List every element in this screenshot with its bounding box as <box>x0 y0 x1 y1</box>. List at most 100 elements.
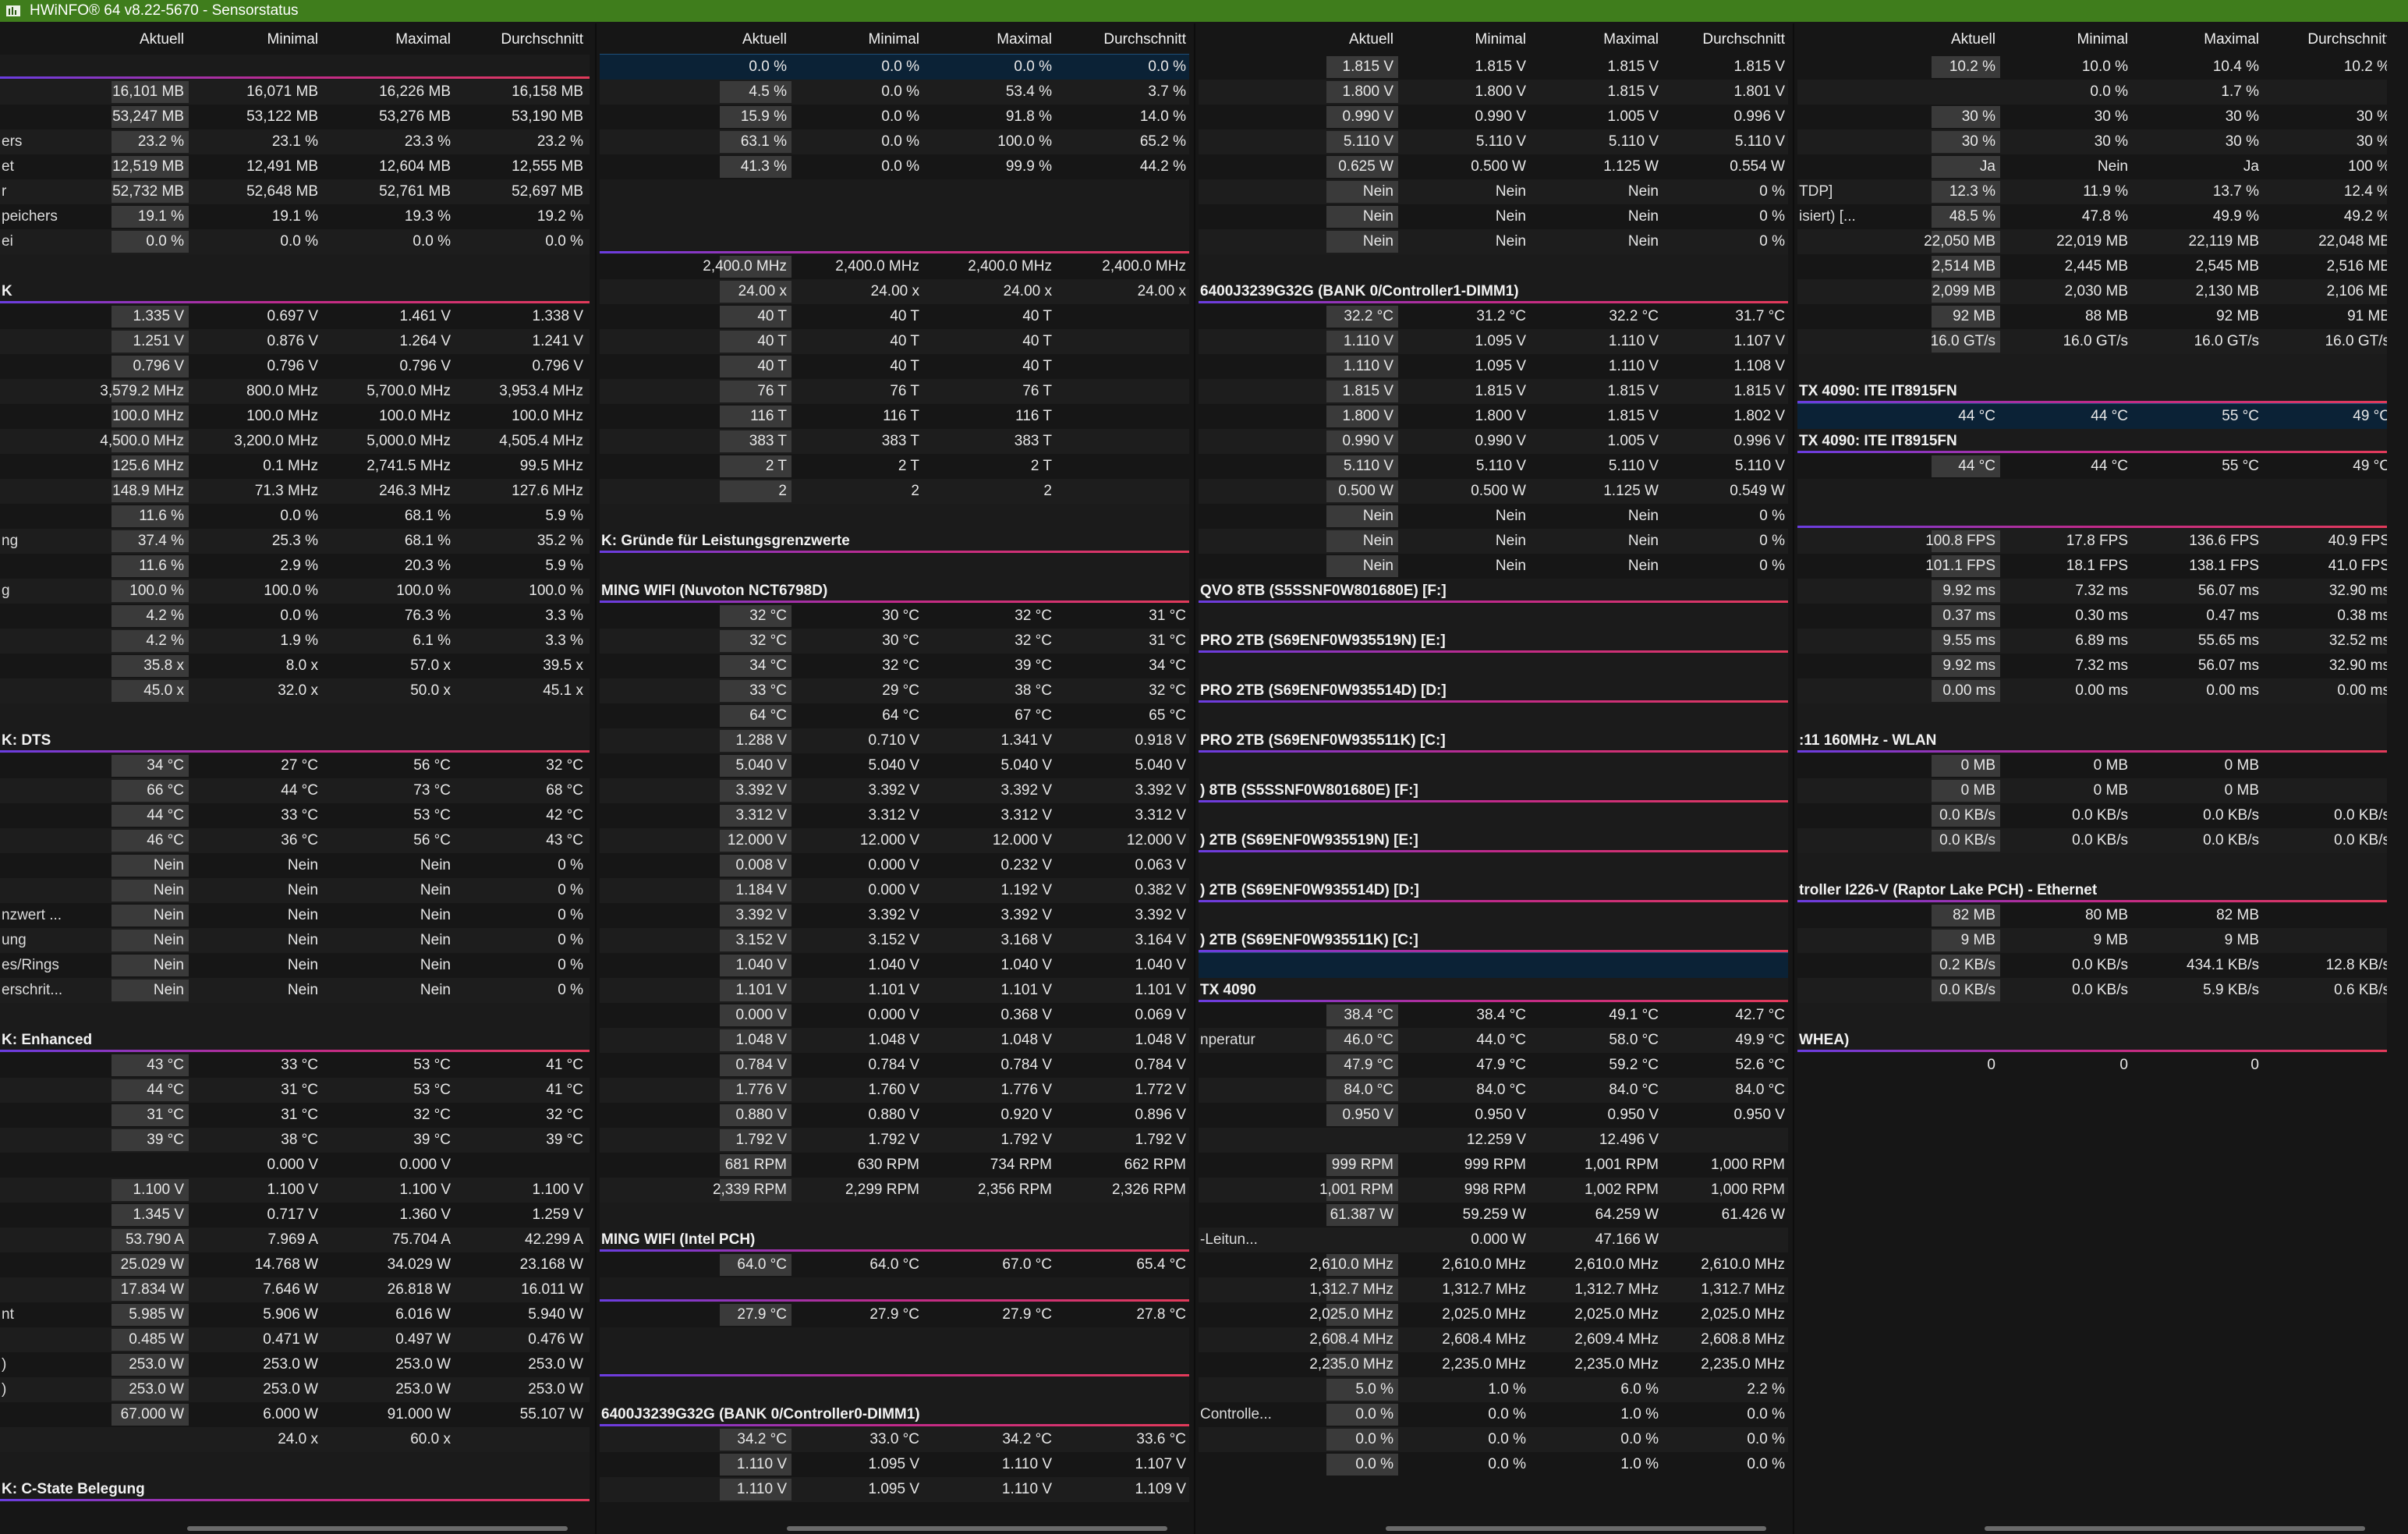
column-header[interactable]: Durchschnitt <box>1103 31 1186 48</box>
sensor-row[interactable]: ei 0.0 % 0.0 % 0.0 % 0.0 % <box>0 229 590 254</box>
sensor-row[interactable]: 4.5 % 0.0 % 53.4 % 3.7 % <box>600 80 1189 105</box>
sensor-group-header[interactable]: K: Enhanced <box>0 1028 590 1053</box>
sensor-row[interactable]: 0.990 V 0.990 V 1.005 V 0.996 V <box>1199 429 1788 454</box>
sensor-row[interactable]: 1.815 V 1.815 V 1.815 V 1.815 V <box>1199 55 1788 80</box>
horizontal-scrollbar-thumb[interactable] <box>1985 1526 2365 1531</box>
column-header[interactable]: Aktuell <box>139 31 184 48</box>
sensor-row[interactable]: 1.800 V 1.800 V 1.815 V 1.802 V <box>1199 404 1788 429</box>
sensor-row[interactable]: 1.815 V 1.815 V 1.815 V 1.815 V <box>1199 379 1788 404</box>
sensor-row[interactable]: 3,579.2 MHz 800.0 MHz 5,700.0 MHz 3,953.4 M… <box>0 379 590 404</box>
sensor-row[interactable]: r 52,732 MB 52,648 MB 52,761 MB 52,697 MB <box>0 179 590 204</box>
sensor-row[interactable]: Nein Nein Nein 0 % <box>1199 204 1788 229</box>
sensor-panel[interactable]: Aktuell Minimal Maximal Durchschnitt 1.815 V… <box>1199 23 1788 1521</box>
horizontal-scrollbar-thumb[interactable] <box>187 1526 568 1531</box>
sensor-row[interactable]: 1.110 V 1.095 V 1.110 V 1.109 V <box>600 1477 1189 1502</box>
panel-divider[interactable] <box>1194 23 1195 1534</box>
sensor-row[interactable]: ung Nein Nein Nein 0 % <box>0 928 590 953</box>
sensor-row[interactable]: 22,050 MB 22,019 MB 22,119 MB 22,048 MB <box>1797 229 2387 254</box>
sensor-row[interactable]: ) 253.0 W 253.0 W 253.0 W 253.0 W <box>0 1352 590 1377</box>
sensor-row[interactable]: 100.0 MHz 100.0 MHz 100.0 MHz 100.0 MHz <box>0 404 590 429</box>
sensor-row[interactable]: 0 MB 0 MB 0 MB <box>1797 753 2387 778</box>
sensor-row[interactable]: 1.100 V 1.100 V 1.100 V 1.100 V <box>0 1178 590 1203</box>
sensor-group-header[interactable]: MING WIFI (Nuvoton NCT6798D) <box>600 579 1189 604</box>
sensor-row[interactable]: 34 °C 27 °C 56 °C 32 °C <box>0 753 590 778</box>
column-header[interactable]: Minimal <box>2077 31 2128 48</box>
sensor-row[interactable]: 0.625 W 0.500 W 1.125 W 0.554 W <box>1199 154 1788 179</box>
sensor-row[interactable]: 16,101 MB 16,071 MB 16,226 MB 16,158 MB <box>0 80 590 105</box>
sensor-row[interactable]: 2,099 MB 2,030 MB 2,130 MB 2,106 MB <box>1797 279 2387 304</box>
sensor-row[interactable]: 4.2 % 0.0 % 76.3 % 3.3 % <box>0 604 590 629</box>
sensor-group-header[interactable]: TX 4090: ITE IT8915FN <box>1797 379 2387 404</box>
sensor-row[interactable]: 1.776 V 1.760 V 1.776 V 1.772 V <box>600 1078 1189 1103</box>
sensor-row[interactable]: 0.784 V 0.784 V 0.784 V 0.784 V <box>600 1053 1189 1078</box>
column-header[interactable]: Maximal <box>395 31 451 48</box>
sensor-row[interactable]: et 12,519 MB 12,491 MB 12,604 MB 12,555 MB <box>0 154 590 179</box>
sensor-row[interactable]: 15.9 % 0.0 % 91.8 % 14.0 % <box>600 105 1189 129</box>
sensor-row[interactable]: 2 T 2 T 2 T <box>600 454 1189 479</box>
sensor-row[interactable]: nt 5.985 W 5.906 W 6.016 W 5.940 W <box>0 1302 590 1327</box>
sensor-group-header[interactable]: QVO 8TB (S5SSNF0W801680E) [F:] <box>1199 579 1788 604</box>
sensor-row[interactable]: 1.110 V 1.095 V 1.110 V 1.107 V <box>600 1452 1189 1477</box>
sensor-row[interactable]: 0.0 KB/s 0.0 KB/s 0.0 KB/s 0.0 KB/s <box>1797 803 2387 828</box>
sensor-row[interactable]: Nein Nein Nein 0 % <box>1199 554 1788 579</box>
column-header[interactable]: Minimal <box>267 31 318 48</box>
sensor-row[interactable]: 24.0 x 60.0 x <box>0 1427 590 1452</box>
sensor-row[interactable]: 30 % 30 % 30 % 30 % <box>1797 129 2387 154</box>
sensor-row[interactable]: 0.37 ms 0.30 ms 0.47 ms 0.38 ms <box>1797 604 2387 629</box>
sensor-panel[interactable]: Aktuell Minimal Maximal Durchschnitt 10.2 % 1… <box>1797 23 2387 1521</box>
sensor-row[interactable]: 43 °C 33 °C 53 °C 41 °C <box>0 1053 590 1078</box>
sensor-row[interactable]: 30 % 30 % 30 % 30 % <box>1797 105 2387 129</box>
column-header[interactable]: Durchschnitt <box>2307 31 2387 48</box>
sensor-row[interactable]: 0.0 KB/s 0.0 KB/s 0.0 KB/s 0.0 KB/s <box>1797 828 2387 853</box>
sensor-row[interactable] <box>1199 952 1788 979</box>
sensor-row[interactable]: 1.251 V 0.876 V 1.264 V 1.241 V <box>0 329 590 354</box>
sensor-row[interactable]: Controlle... 0.0 % 0.0 % 1.0 % 0.0 % <box>1199 1402 1788 1427</box>
sensor-row[interactable]: 40 T 40 T 40 T <box>600 304 1189 329</box>
sensor-row[interactable]: 0.500 W 0.500 W 1.125 W 0.549 W <box>1199 479 1788 504</box>
sensor-row[interactable]: 148.9 MHz 71.3 MHz 246.3 MHz 127.6 MHz <box>0 479 590 504</box>
sensor-row[interactable]: 0.008 V 0.000 V 0.232 V 0.063 V <box>600 853 1189 878</box>
sensor-row[interactable]: 44 °C 44 °C 55 °C 49 °C <box>1797 454 2387 479</box>
sensor-row[interactable]: 32.2 °C 31.2 °C 32.2 °C 31.7 °C <box>1199 304 1788 329</box>
sensor-row[interactable]: 16.0 GT/s 16.0 GT/s 16.0 GT/s 16.0 GT/s <box>1797 329 2387 354</box>
sensor-row[interactable]: 0.796 V 0.796 V 0.796 V 0.796 V <box>0 354 590 379</box>
sensor-row[interactable]: 1,001 RPM 998 RPM 1,002 RPM 1,000 RPM <box>1199 1178 1788 1203</box>
sensor-row[interactable]: 2,514 MB 2,445 MB 2,545 MB 2,516 MB <box>1797 254 2387 279</box>
sensor-row[interactable]: 1.345 V 0.717 V 1.360 V 1.259 V <box>0 1203 590 1228</box>
sensor-row[interactable]: 1.048 V 1.048 V 1.048 V 1.048 V <box>600 1028 1189 1053</box>
sensor-row[interactable]: nperatur 46.0 °C 44.0 °C 58.0 °C 49.9 °C <box>1199 1028 1788 1053</box>
sensor-row[interactable]: 5.0 % 1.0 % 6.0 % 2.2 % <box>1199 1377 1788 1402</box>
sensor-group-header[interactable]: PRO 2TB (S69ENF0W935514D) [D:] <box>1199 678 1788 703</box>
sensor-row[interactable]: 681 RPM 630 RPM 734 RPM 662 RPM <box>600 1153 1189 1178</box>
sensor-row[interactable]: 1.184 V 0.000 V 1.192 V 0.382 V <box>600 878 1189 903</box>
sensor-row[interactable]: Nein Nein Nein 0 % <box>0 853 590 878</box>
column-header[interactable]: Durchschnitt <box>501 31 583 48</box>
sensor-row[interactable]: 5.110 V 5.110 V 5.110 V 5.110 V <box>1199 454 1788 479</box>
sensor-row[interactable]: 64.0 °C 64.0 °C 67.0 °C 65.4 °C <box>600 1252 1189 1277</box>
sensor-group-header[interactable]: PRO 2TB (S69ENF0W935511K) [C:] <box>1199 728 1788 753</box>
sensor-row[interactable]: 67.000 W 6.000 W 91.000 W 55.107 W <box>0 1402 590 1427</box>
sensor-group-header[interactable]: PRO 2TB (S69ENF0W935519N) [E:] <box>1199 629 1788 654</box>
sensor-group-header[interactable]: TX 4090: ITE IT8915FN <box>1797 429 2387 454</box>
sensor-row[interactable]: Nein Nein Nein 0 % <box>0 878 590 903</box>
horizontal-scrollbar-thumb[interactable] <box>787 1526 1167 1531</box>
sensor-row[interactable]: 3.392 V 3.392 V 3.392 V 3.392 V <box>600 778 1189 803</box>
sensor-row[interactable]: Nein Nein Nein 0 % <box>1199 179 1788 204</box>
sensor-row[interactable]: 4,500.0 MHz 3,200.0 MHz 5,000.0 MHz 4,505.4… <box>0 429 590 454</box>
sensor-group-header[interactable]: ) 2TB (S69ENF0W935511K) [C:] <box>1199 928 1788 953</box>
sensor-row[interactable]: 3.392 V 3.392 V 3.392 V 3.392 V <box>600 903 1189 928</box>
sensor-row[interactable]: 383 T 383 T 383 T <box>600 429 1189 454</box>
column-header[interactable]: Maximal <box>2204 31 2259 48</box>
sensor-row[interactable]: Ja Nein Ja 100 % <box>1797 154 2387 179</box>
sensor-row[interactable]: 64 °C 64 °C 67 °C 65 °C <box>600 703 1189 728</box>
sensor-row[interactable]: 61.387 W 59.259 W 64.259 W 61.426 W <box>1199 1203 1788 1228</box>
sensor-row[interactable]: 1.101 V 1.101 V 1.101 V 1.101 V <box>600 978 1189 1003</box>
sensor-row[interactable]: 116 T 116 T 116 T <box>600 404 1189 429</box>
sensor-group-header[interactable]: :11 160MHz - WLAN <box>1797 728 2387 753</box>
sensor-row[interactable]: 0.000 V 0.000 V 0.368 V 0.069 V <box>600 1003 1189 1028</box>
sensor-row[interactable]: 4.2 % 1.9 % 6.1 % 3.3 % <box>0 629 590 654</box>
sensor-row[interactable]: 0.0 KB/s 0.0 KB/s 5.9 KB/s 0.6 KB/s <box>1797 978 2387 1003</box>
sensor-row[interactable]: ng 37.4 % 25.3 % 68.1 % 35.2 % <box>0 529 590 554</box>
sensor-panel[interactable]: Aktuell Minimal Maximal Durchschnitt 16,101 … <box>0 23 590 1521</box>
sensor-row[interactable]: 5.110 V 5.110 V 5.110 V 5.110 V <box>1199 129 1788 154</box>
